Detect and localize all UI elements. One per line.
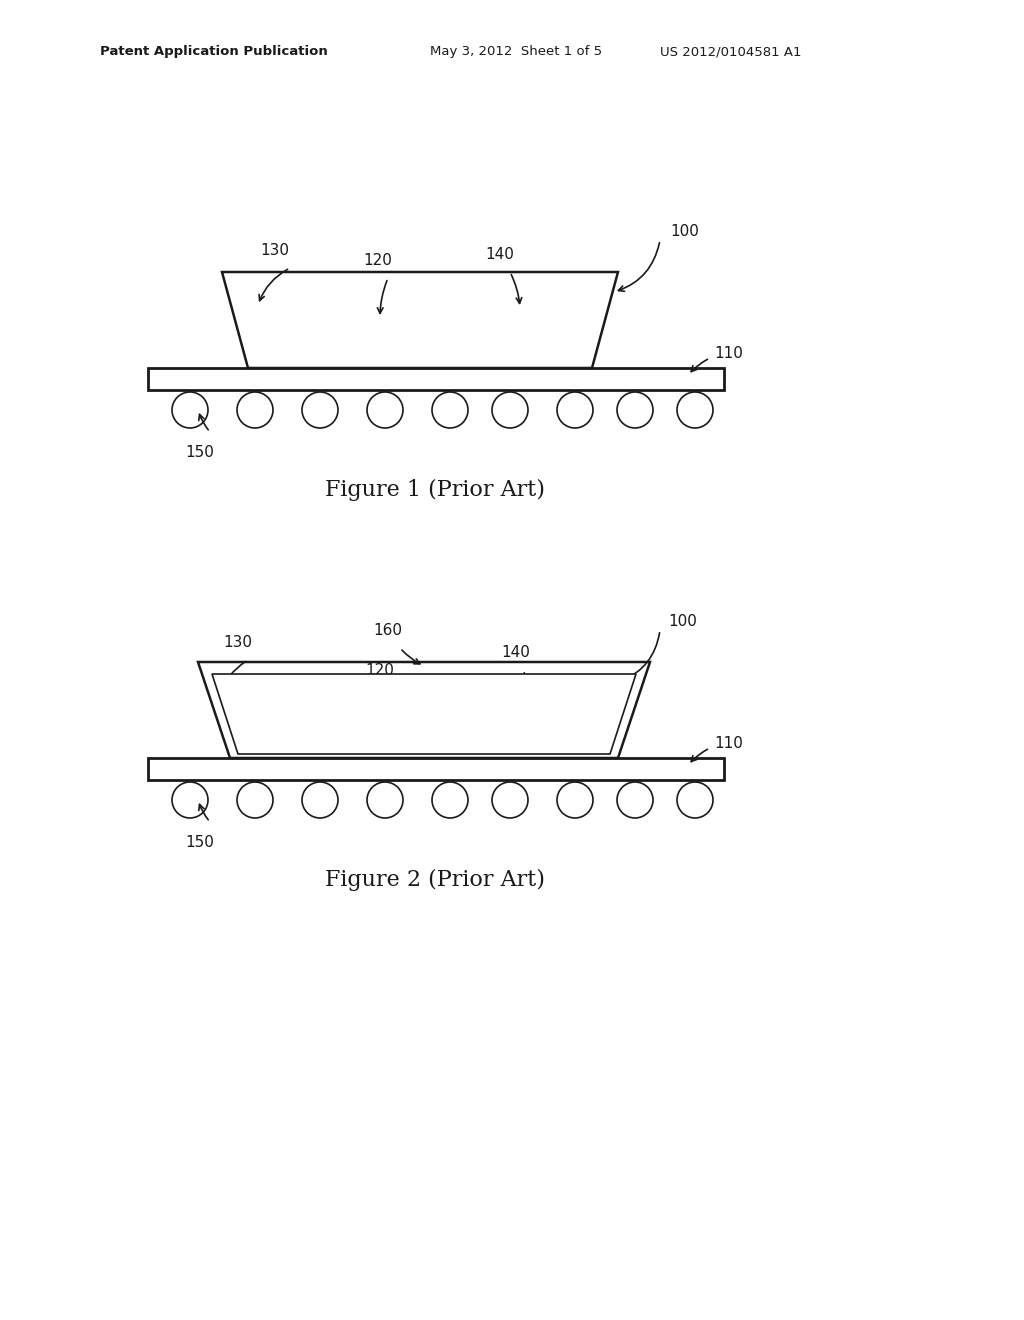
Text: 130: 130 <box>260 243 290 257</box>
Circle shape <box>172 781 208 818</box>
Polygon shape <box>212 675 636 754</box>
Text: 100: 100 <box>670 224 698 239</box>
Text: 110: 110 <box>714 737 742 751</box>
Polygon shape <box>222 272 618 368</box>
Polygon shape <box>198 663 650 758</box>
Circle shape <box>172 392 208 428</box>
Circle shape <box>237 392 273 428</box>
Circle shape <box>557 392 593 428</box>
Circle shape <box>492 392 528 428</box>
Text: 140: 140 <box>485 247 514 261</box>
Polygon shape <box>345 744 510 758</box>
Text: Patent Application Publication: Patent Application Publication <box>100 45 328 58</box>
Polygon shape <box>148 368 724 389</box>
Circle shape <box>302 781 338 818</box>
Circle shape <box>617 392 653 428</box>
Circle shape <box>432 392 468 428</box>
Circle shape <box>677 392 713 428</box>
Circle shape <box>492 781 528 818</box>
Text: May 3, 2012  Sheet 1 of 5: May 3, 2012 Sheet 1 of 5 <box>430 45 602 58</box>
Text: 110: 110 <box>714 346 742 362</box>
Circle shape <box>367 392 403 428</box>
Circle shape <box>617 781 653 818</box>
Text: 150: 150 <box>185 445 214 459</box>
Text: Figure 1 (Prior Art): Figure 1 (Prior Art) <box>325 479 545 502</box>
Text: 160: 160 <box>374 623 402 638</box>
Text: 140: 140 <box>502 645 530 660</box>
Text: 100: 100 <box>668 615 697 630</box>
Text: US 2012/0104581 A1: US 2012/0104581 A1 <box>660 45 802 58</box>
Text: 120: 120 <box>366 663 394 678</box>
Text: 150: 150 <box>185 836 214 850</box>
Circle shape <box>237 781 273 818</box>
Circle shape <box>367 781 403 818</box>
Polygon shape <box>325 345 520 368</box>
Polygon shape <box>148 758 724 780</box>
Circle shape <box>557 781 593 818</box>
Circle shape <box>677 781 713 818</box>
Circle shape <box>432 781 468 818</box>
Text: Figure 2 (Prior Art): Figure 2 (Prior Art) <box>325 869 545 891</box>
Text: 120: 120 <box>364 253 392 268</box>
Circle shape <box>302 392 338 428</box>
Text: 130: 130 <box>223 635 253 649</box>
